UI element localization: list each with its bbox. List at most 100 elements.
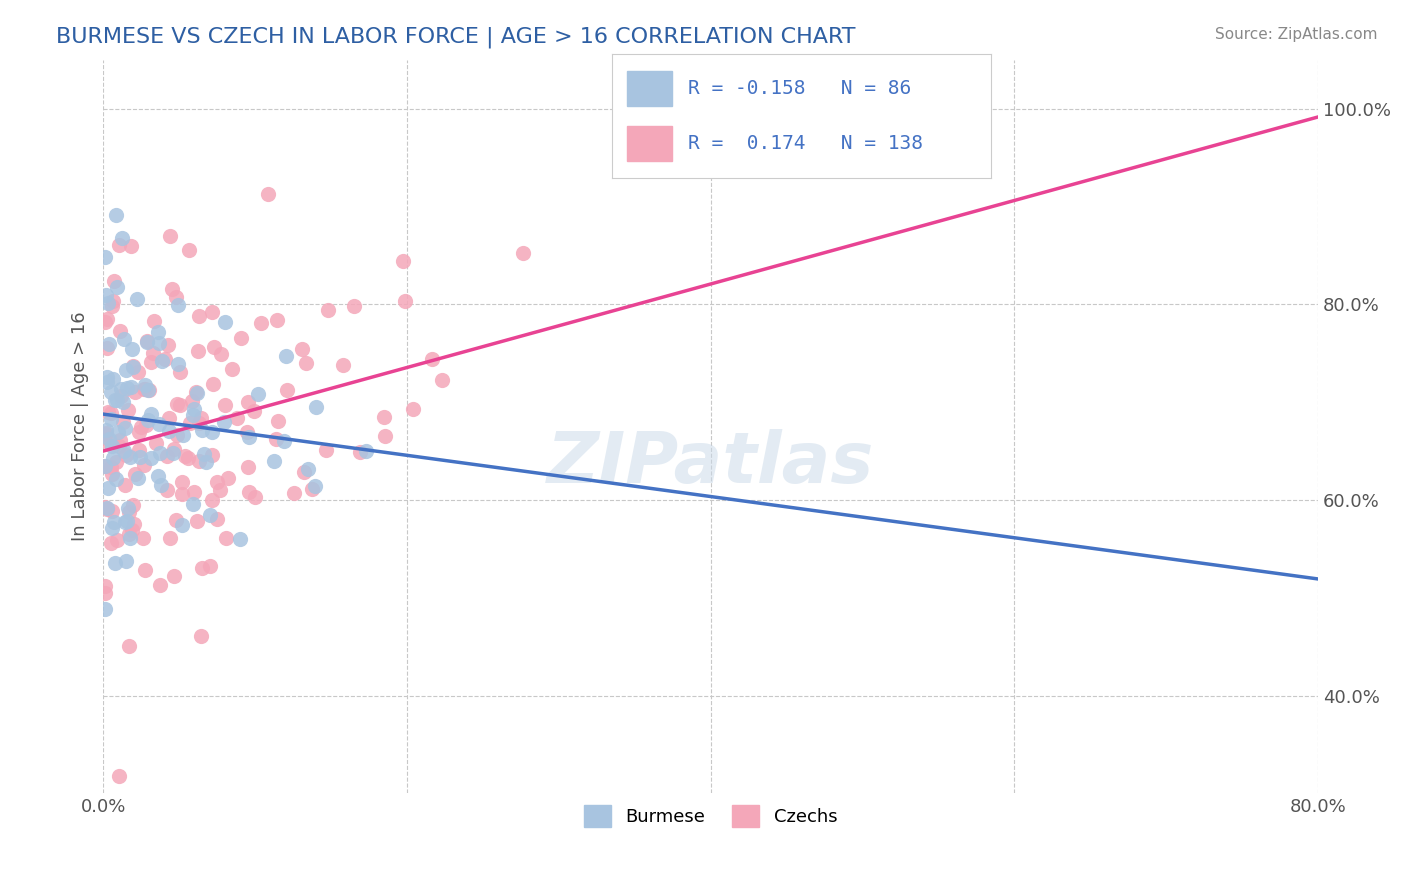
Point — [159, 228, 181, 243]
Text: R = -0.158   N = 86: R = -0.158 N = 86 — [688, 79, 911, 98]
Point — [105, 533, 128, 547]
Point — [112, 395, 135, 409]
Point — [93, 586, 115, 600]
Point — [236, 459, 259, 474]
Point — [247, 387, 270, 401]
Point — [209, 347, 232, 361]
Point — [96, 434, 118, 448]
Point — [114, 554, 136, 568]
Point — [104, 208, 127, 222]
Point — [166, 357, 188, 371]
Point — [181, 497, 204, 511]
Point — [373, 410, 395, 425]
Point — [110, 434, 132, 448]
Point — [120, 531, 142, 545]
Point — [139, 451, 162, 466]
Point — [305, 401, 328, 415]
Point — [243, 403, 266, 417]
Point — [98, 432, 121, 446]
Point — [349, 445, 371, 459]
Point — [114, 363, 136, 377]
Point — [194, 455, 217, 469]
Point — [121, 343, 143, 357]
Point — [214, 315, 236, 329]
Point — [148, 325, 170, 339]
Point — [316, 302, 339, 317]
Point — [432, 373, 454, 387]
Point — [149, 478, 172, 492]
Point — [153, 351, 176, 366]
Point — [193, 447, 215, 461]
Point — [172, 518, 194, 533]
Point — [117, 639, 139, 653]
Point — [148, 417, 170, 432]
Point — [100, 412, 122, 426]
Point — [128, 443, 150, 458]
Point — [117, 501, 139, 516]
Point — [157, 424, 180, 438]
Point — [94, 315, 117, 329]
Point — [134, 383, 156, 397]
Point — [101, 294, 124, 309]
Point — [148, 335, 170, 350]
Point — [291, 342, 314, 356]
Point — [169, 365, 191, 379]
Point — [96, 341, 118, 355]
Point — [263, 454, 285, 468]
Point — [157, 411, 180, 425]
Point — [273, 434, 295, 448]
Legend: Burmese, Czechs: Burmese, Czechs — [575, 796, 846, 836]
Point — [139, 355, 162, 369]
Point — [134, 563, 156, 577]
Point — [93, 602, 115, 616]
Point — [155, 449, 177, 463]
Point — [170, 486, 193, 500]
Point — [391, 254, 413, 268]
Point — [226, 410, 249, 425]
Point — [96, 375, 118, 389]
Point — [274, 349, 297, 363]
Point — [101, 467, 124, 481]
Point — [295, 356, 318, 370]
Point — [101, 504, 124, 518]
Point — [93, 458, 115, 473]
Point — [297, 461, 319, 475]
Point — [100, 384, 122, 399]
Point — [103, 515, 125, 529]
Point — [105, 393, 128, 408]
Point — [236, 425, 259, 440]
Point — [283, 486, 305, 500]
Point — [301, 482, 323, 496]
Point — [187, 416, 209, 430]
Point — [115, 381, 138, 395]
Point — [238, 485, 260, 500]
Y-axis label: In Labor Force | Age > 16: In Labor Force | Age > 16 — [72, 311, 89, 541]
Point — [105, 472, 128, 486]
Point — [118, 450, 141, 464]
Point — [149, 445, 172, 459]
Point — [112, 332, 135, 346]
Point — [124, 467, 146, 482]
Point — [214, 398, 236, 412]
Text: Source: ZipAtlas.com: Source: ZipAtlas.com — [1215, 27, 1378, 42]
Point — [136, 413, 159, 427]
Point — [394, 293, 416, 308]
Point — [172, 428, 194, 442]
Point — [118, 504, 141, 518]
Point — [104, 455, 127, 469]
Point — [165, 513, 187, 527]
Point — [152, 354, 174, 368]
Point — [124, 384, 146, 399]
Point — [186, 386, 208, 401]
Point — [93, 500, 115, 514]
Point — [101, 299, 124, 313]
Point — [146, 469, 169, 483]
Text: BURMESE VS CZECH IN LABOR FORCE | AGE > 16 CORRELATION CHART: BURMESE VS CZECH IN LABOR FORCE | AGE > … — [56, 27, 856, 48]
Point — [170, 475, 193, 489]
Point — [166, 397, 188, 411]
Point — [121, 523, 143, 537]
Point — [101, 521, 124, 535]
Point — [181, 408, 204, 422]
Point — [104, 393, 127, 408]
Point — [249, 316, 271, 330]
